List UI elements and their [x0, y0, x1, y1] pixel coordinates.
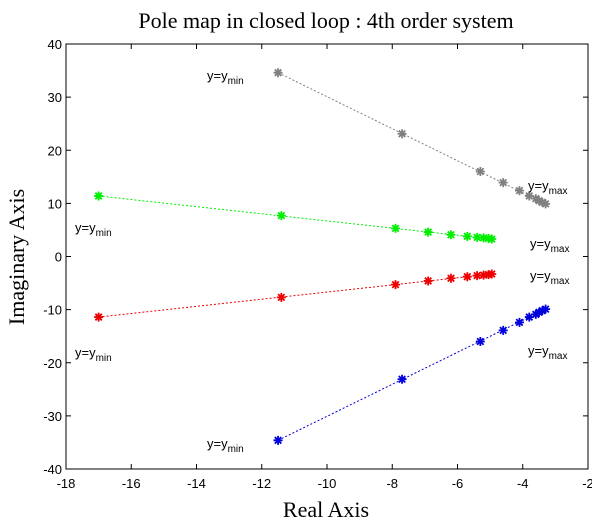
annotation-label: y=ymin	[75, 345, 112, 364]
y-tick-label: 10	[48, 196, 62, 211]
y-tick-label: 0	[55, 250, 62, 265]
data-point	[462, 272, 472, 282]
data-point	[514, 317, 524, 327]
data-point	[479, 270, 489, 280]
annotation-base: y=y	[530, 268, 551, 283]
data-point	[446, 273, 456, 283]
series-1	[94, 191, 497, 244]
annotation-label: y=ymin	[207, 436, 244, 455]
chart-title: Pole map in closed loop : 4th order syst…	[138, 8, 513, 33]
annotation-base: y=y	[75, 345, 96, 360]
series-2	[94, 269, 497, 322]
data-point	[273, 435, 283, 445]
series-3	[273, 304, 551, 445]
annotation-base: y=y	[75, 220, 96, 235]
annotation-base: y=y	[528, 178, 549, 193]
annotation-subscript: min	[96, 353, 112, 364]
data-point	[514, 186, 524, 196]
series-line	[98, 273, 492, 318]
plot-frame	[65, 43, 589, 470]
annotation-base: y=y	[530, 236, 551, 251]
series-layer	[94, 68, 551, 445]
annotation-base: y=y	[207, 436, 228, 451]
x-tick-label: -16	[122, 476, 141, 491]
x-tick-label: -2	[582, 476, 592, 491]
annotation-label: y=ymax	[530, 236, 570, 255]
data-point	[397, 129, 407, 139]
data-point	[534, 196, 544, 206]
data-point	[487, 269, 497, 279]
data-point	[475, 167, 485, 176]
data-point	[446, 230, 456, 240]
plot-axes: -18 -16 -14 -12 -10 -8 -6 -4 -2 -40 -30 -20 -10 0 10 20…	[43, 37, 592, 491]
x-tick-label: -4	[517, 476, 529, 491]
y-tick-label: -30	[43, 409, 62, 424]
data-point	[498, 178, 508, 188]
data-point	[273, 68, 283, 78]
annotation-subscript: max	[551, 276, 570, 287]
annotation-layer: y=yminy=ymaxy=yminy=ymaxy=ymaxy=yminy=ym…	[75, 68, 570, 455]
data-point	[534, 307, 544, 317]
y-axis-label: Imaginary Axis	[4, 189, 29, 325]
data-point	[276, 292, 286, 302]
x-tick-label: -14	[187, 476, 206, 491]
annotation-subscript: min	[228, 444, 244, 455]
annotation-label: y=ymax	[530, 268, 570, 287]
data-point	[397, 374, 407, 384]
data-point	[276, 211, 286, 221]
y-tick-label: 30	[48, 90, 62, 105]
annotation-label: y=ymax	[528, 178, 568, 197]
series-line	[98, 195, 492, 240]
y-tick-label: -20	[43, 356, 62, 371]
data-point	[487, 234, 497, 244]
data-point	[472, 271, 482, 281]
data-point	[423, 276, 433, 286]
annotation-label: y=ymin	[75, 220, 112, 239]
annotation-base: y=y	[207, 68, 228, 83]
data-point	[94, 191, 104, 201]
data-point	[498, 325, 508, 335]
y-tick-label: 20	[48, 143, 62, 158]
data-point	[391, 280, 401, 290]
data-point	[462, 231, 472, 241]
data-point	[423, 227, 433, 237]
data-point	[479, 233, 489, 243]
data-point	[94, 312, 104, 322]
annotation-base: y=y	[528, 343, 549, 358]
x-tick-label: -18	[57, 476, 76, 491]
y-tick-label: -10	[43, 303, 62, 318]
data-point	[537, 197, 547, 207]
x-tick-label: -10	[318, 476, 337, 491]
data-point	[541, 304, 551, 314]
annotation-subscript: min	[96, 228, 112, 239]
data-point	[524, 312, 534, 322]
annotation-subscript: max	[551, 244, 570, 255]
x-tick-label: -12	[252, 476, 271, 491]
x-tick-label: -8	[386, 476, 398, 491]
annotation-subscript: max	[549, 186, 568, 197]
annotation-subscript: max	[549, 351, 568, 362]
data-point	[537, 306, 547, 316]
y-tick-label: 40	[48, 37, 62, 52]
x-tick-label: -6	[452, 476, 464, 491]
data-point	[524, 191, 534, 201]
x-axis-label: Real Axis	[283, 497, 369, 522]
data-point	[475, 337, 485, 346]
annotation-label: y=ymin	[207, 68, 244, 87]
data-point	[541, 199, 551, 209]
data-point	[472, 232, 482, 242]
data-point	[391, 223, 401, 233]
annotation-label: y=ymax	[528, 343, 568, 362]
series-0	[273, 68, 551, 209]
y-tick-label: -40	[43, 462, 62, 477]
annotation-subscript: min	[228, 76, 244, 87]
